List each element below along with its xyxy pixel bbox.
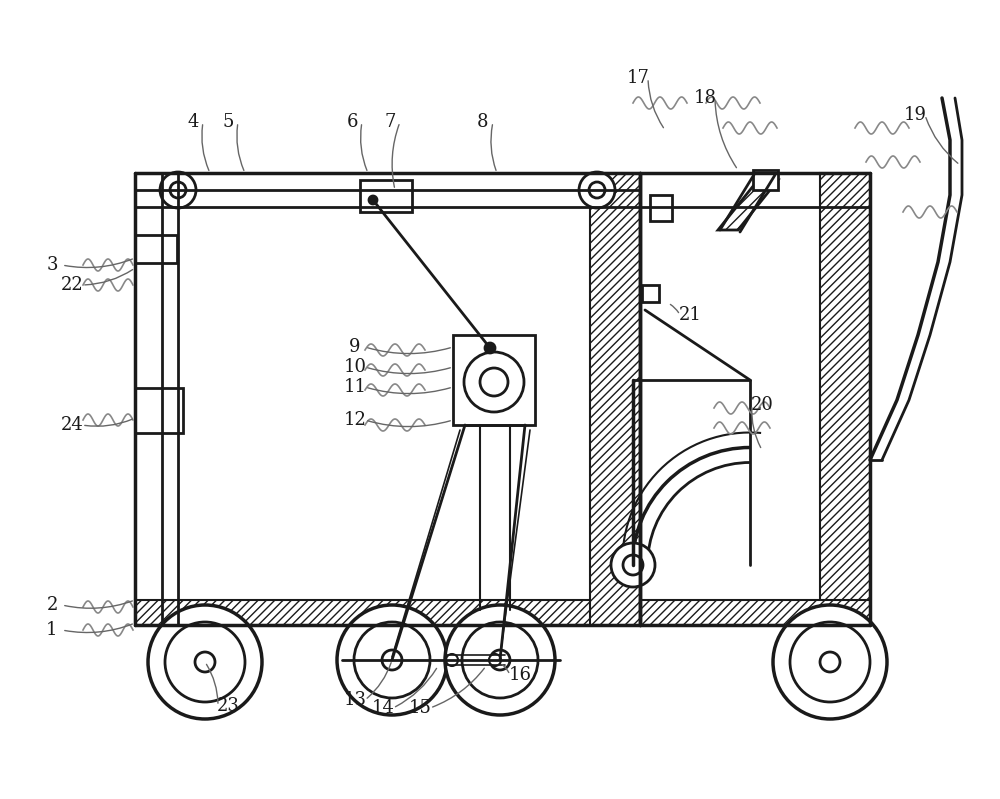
Circle shape bbox=[462, 622, 538, 698]
Bar bbox=[640, 600, 870, 625]
Text: 1: 1 bbox=[46, 621, 58, 639]
Bar bbox=[642, 285, 659, 302]
Text: 21: 21 bbox=[679, 306, 701, 324]
Text: 4: 4 bbox=[187, 113, 199, 131]
Text: 2: 2 bbox=[46, 596, 58, 614]
Text: 8: 8 bbox=[477, 113, 489, 131]
Circle shape bbox=[480, 368, 508, 396]
Text: 16: 16 bbox=[509, 666, 532, 684]
Bar bbox=[650, 195, 672, 221]
Text: 22: 22 bbox=[61, 276, 83, 294]
Text: 12: 12 bbox=[344, 411, 366, 429]
Text: 5: 5 bbox=[222, 113, 234, 131]
Text: 19: 19 bbox=[904, 106, 926, 124]
Circle shape bbox=[354, 622, 430, 698]
Text: 18: 18 bbox=[694, 89, 716, 107]
Circle shape bbox=[195, 652, 215, 672]
Polygon shape bbox=[718, 180, 778, 230]
Bar bbox=[360, 180, 412, 212]
Text: 15: 15 bbox=[409, 699, 431, 717]
Bar bbox=[135, 600, 640, 625]
Circle shape bbox=[160, 172, 196, 208]
Bar bbox=[820, 173, 870, 625]
Circle shape bbox=[623, 555, 643, 575]
Circle shape bbox=[464, 352, 524, 412]
Text: 13: 13 bbox=[344, 691, 366, 709]
Circle shape bbox=[490, 650, 510, 670]
Bar bbox=[135, 388, 183, 433]
Circle shape bbox=[337, 605, 447, 715]
Text: 23: 23 bbox=[217, 697, 239, 715]
Circle shape bbox=[382, 650, 402, 670]
Circle shape bbox=[445, 605, 555, 715]
Circle shape bbox=[489, 654, 501, 666]
Circle shape bbox=[579, 172, 615, 208]
Circle shape bbox=[485, 343, 495, 353]
Text: 10: 10 bbox=[344, 358, 366, 376]
Text: 3: 3 bbox=[46, 256, 58, 274]
Bar bbox=[453, 335, 535, 425]
Bar bbox=[753, 170, 778, 190]
Circle shape bbox=[446, 654, 458, 666]
Circle shape bbox=[820, 652, 840, 672]
Text: 7: 7 bbox=[384, 113, 396, 131]
Text: 11: 11 bbox=[344, 378, 366, 396]
Bar bbox=[135, 235, 177, 263]
Circle shape bbox=[369, 196, 377, 204]
Text: 14: 14 bbox=[372, 699, 394, 717]
Circle shape bbox=[790, 622, 870, 702]
Circle shape bbox=[170, 182, 186, 198]
Circle shape bbox=[611, 543, 655, 587]
Circle shape bbox=[148, 605, 262, 719]
Text: 6: 6 bbox=[346, 113, 358, 131]
Text: 24: 24 bbox=[61, 416, 83, 434]
Text: 17: 17 bbox=[627, 69, 649, 87]
Circle shape bbox=[589, 182, 605, 198]
Circle shape bbox=[165, 622, 245, 702]
Text: 9: 9 bbox=[349, 338, 361, 356]
Text: 20: 20 bbox=[751, 396, 773, 414]
Circle shape bbox=[773, 605, 887, 719]
Bar bbox=[590, 173, 640, 625]
